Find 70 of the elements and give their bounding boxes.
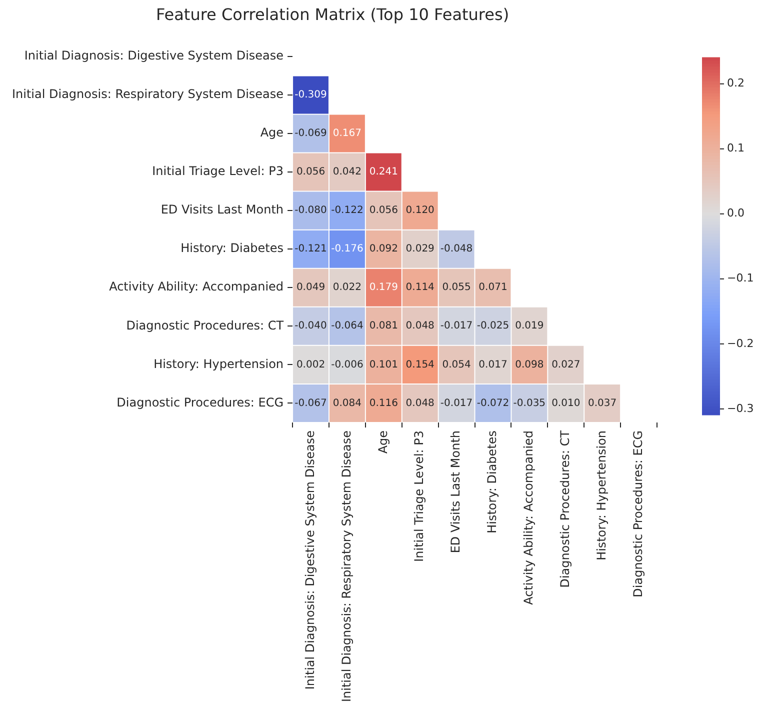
data-label: 0.022: [332, 282, 362, 294]
data-label: 0.056: [296, 166, 326, 178]
x-tick-label: Initial Triage Level: P3: [412, 430, 426, 562]
data-label: 0.048: [406, 398, 434, 409]
data-label: 0.029: [406, 244, 434, 255]
data-label: -0.025: [476, 320, 510, 332]
y-tick-label: Initial Diagnosis: Respiratory System Disease: [12, 87, 284, 102]
chart-title: Feature Correlation Matrix (Top 10 Features): [156, 4, 510, 24]
data-label: -0.122: [331, 205, 364, 216]
data-label: 0.092: [369, 244, 398, 255]
data-label: 0.049: [296, 282, 326, 294]
color-bar-label: 0.1: [727, 142, 744, 155]
data-label: 0.042: [332, 166, 362, 178]
y-tick-label: Initial Triage Level: P3: [152, 164, 284, 178]
x-tick-label: Diagnostic Procedures: CT: [558, 430, 572, 588]
data-label: 0.081: [369, 320, 398, 332]
color-bar-label: −0.2: [727, 336, 754, 350]
data-label: -0.309: [294, 90, 327, 101]
y-tick-label: Initial Diagnosis: Digestive System Disease: [24, 48, 284, 63]
x-tick-label: History: Hypertension: [594, 430, 608, 560]
data-label: -0.006: [331, 359, 364, 370]
x-tick-label: Activity Ability: Accompanied: [522, 430, 536, 605]
data-label: -0.072: [476, 398, 510, 409]
data-label: 0.048: [406, 320, 434, 332]
data-label: -0.017: [440, 320, 473, 332]
data-label: 0.114: [406, 282, 434, 294]
color-bar-label: 0.0: [727, 206, 744, 220]
y-tick-label: ED Visits Last Month: [160, 202, 284, 217]
data-label: 0.098: [515, 359, 544, 370]
data-label: 0.017: [478, 359, 508, 370]
data-label: 0.084: [332, 398, 362, 409]
data-label: -0.069: [294, 128, 327, 140]
data-label: 0.027: [552, 359, 580, 370]
data-label: 0.120: [406, 205, 434, 216]
data-label: 0.241: [369, 166, 398, 178]
data-label: 0.002: [296, 359, 326, 370]
data-label: 0.179: [369, 282, 398, 294]
data-label: -0.017: [440, 398, 473, 409]
color-bar-label: −0.3: [727, 402, 754, 415]
data-label: 0.167: [332, 128, 362, 140]
data-label: 0.154: [406, 359, 434, 370]
data-label: -0.048: [440, 244, 473, 255]
data-label: -0.035: [513, 398, 546, 409]
data-label: -0.080: [294, 205, 327, 216]
x-tick-label: ED Visits Last Month: [448, 430, 463, 554]
data-label: -0.176: [331, 244, 364, 255]
x-tick-label: Age: [376, 430, 390, 454]
y-tick-label: Diagnostic Procedures: CT: [126, 318, 284, 332]
data-label: 0.054: [442, 359, 471, 370]
y-tick-label: History: Hypertension: [154, 356, 284, 371]
data-label: -0.067: [294, 398, 327, 409]
y-tick-label: Age: [260, 126, 284, 140]
data-label: 0.116: [369, 398, 398, 409]
data-label: -0.040: [294, 320, 327, 332]
y-tick-label: History: Diabetes: [180, 241, 284, 256]
data-label: 0.010: [552, 398, 580, 409]
data-label: -0.121: [294, 244, 327, 255]
color-bar-label: 0.2: [727, 76, 744, 90]
y-tick-label: Activity Ability: Accompanied: [109, 280, 284, 294]
data-label: 0.055: [442, 282, 471, 294]
data-label: 0.056: [369, 205, 398, 216]
y-tick-label: Diagnostic Procedures: ECG: [116, 395, 284, 410]
data-label: 0.071: [478, 282, 508, 294]
data-label: 0.037: [588, 398, 617, 409]
data-label: 0.101: [369, 359, 398, 370]
x-tick-label: Diagnostic Procedures: ECG: [630, 430, 645, 598]
x-tick-label: History: Diabetes: [485, 430, 500, 534]
color-bar-label: −0.1: [727, 272, 754, 285]
data-label: 0.019: [515, 320, 544, 332]
data-label: -0.064: [331, 320, 364, 332]
